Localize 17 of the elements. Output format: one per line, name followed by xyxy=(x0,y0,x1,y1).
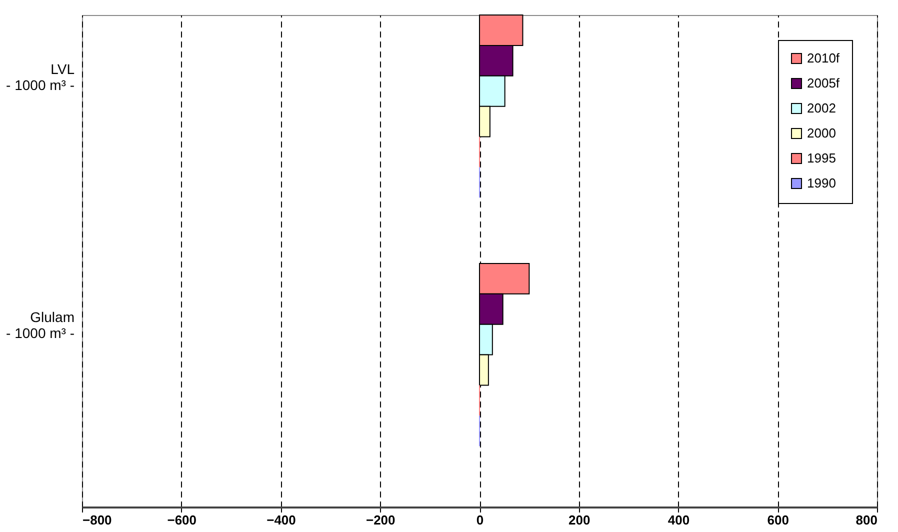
x-tick-label: 600 xyxy=(767,512,789,528)
legend-label: 1995 xyxy=(807,150,836,166)
y-tick-label: Glulam - 1000 m³ - xyxy=(6,309,75,342)
legend-label: 1990 xyxy=(807,176,836,190)
y-tick-label: LVL - 1000 m³ - xyxy=(6,60,75,93)
x-tick-label: −600 xyxy=(167,512,197,528)
x-tick-label: 200 xyxy=(568,512,590,528)
x-tick-label: −800 xyxy=(82,512,112,528)
x-tick-label: 400 xyxy=(668,512,690,528)
x-tick-label: 0 xyxy=(476,512,484,528)
legend-label: 2000 xyxy=(807,126,836,140)
x-tick-label: −400 xyxy=(266,512,296,528)
legend-label: 2005f xyxy=(807,76,840,90)
x-tick-label: 800 xyxy=(856,512,878,528)
legend-label: 2002 xyxy=(807,100,836,116)
x-tick-label: −200 xyxy=(366,512,396,528)
legend-label: 2010f xyxy=(807,50,840,66)
